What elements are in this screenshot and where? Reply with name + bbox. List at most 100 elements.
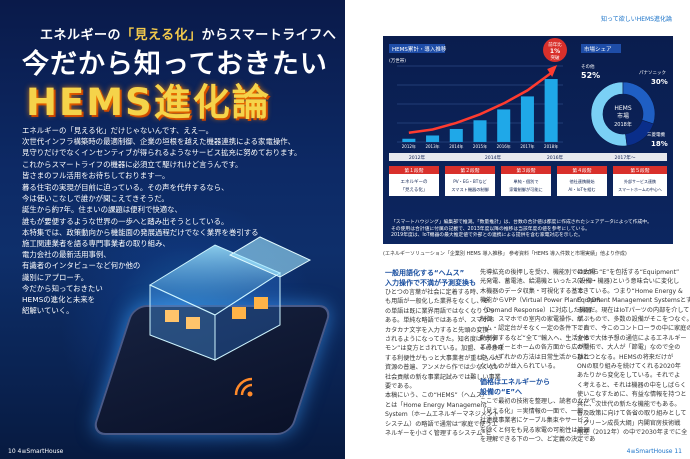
stage-body: AI・IoTを組む xyxy=(568,186,595,192)
chart-unit: (万世帯) xyxy=(389,57,406,64)
pie-slice xyxy=(590,81,628,147)
column-line: ないものが並入られている。 xyxy=(480,363,560,371)
column-line: （Demand Response）に対応した機器 xyxy=(480,306,592,314)
share-top-label: その他 xyxy=(581,63,595,70)
stage-title: 第１段階 xyxy=(404,167,423,174)
share-bottom-label: 三菱電機 xyxy=(647,131,665,138)
column-line: く考えると、それは機器の中をしばらく xyxy=(577,381,687,389)
figure-box: HEMS累計・導入推移 (万世帯) 2012年 2013年 2014年 2015年 20… xyxy=(383,36,673,244)
column-line: の開拓で、大人が「節電」なので全の xyxy=(577,344,681,352)
intro-line: 見守りだけでなくインセンティブが得られるようなサービス拡充に努めております。 xyxy=(22,148,302,158)
bar xyxy=(520,96,534,142)
intro2-line: 誕生から約7年。住まいの課題は便利で快適な、 xyxy=(22,205,182,215)
bar xyxy=(426,135,440,142)
column-line: るのだ。現在はIoTパーツの内部を介して xyxy=(577,306,690,314)
wifi-signal-icon xyxy=(234,377,253,397)
pie-slice xyxy=(625,119,654,147)
intro2-line: 暮る住宅の実現が目前に迫っている。その声を代弁するなら、 xyxy=(22,183,229,192)
pie-center-line1: HEMS xyxy=(614,105,631,112)
trend-arrow xyxy=(408,72,552,134)
column-line: や、いずれかの方法は日常生活から離れ xyxy=(480,353,590,361)
column-line: ことで、今このコントローラの中に家庭の xyxy=(577,325,690,333)
column-body: ここで最初の技術を整理し、読者のなかで 「見える化」＝実情報の一面で、一般 社連携事… xyxy=(480,397,596,444)
chart-title: HEMS累計・導入推移 xyxy=(392,45,447,53)
section-heading: 入力操作で不満が予測変換も xyxy=(385,279,476,287)
intro2-line: 有識者のインタビューなど何か他の xyxy=(22,261,141,271)
column-line: 先導拡充の後押しを受け、機能別では太陽 xyxy=(480,269,596,276)
column-line: 共に、次世代の新たな機能でもある。 xyxy=(577,400,681,408)
share-right-value: 30% xyxy=(651,78,668,86)
share-right-label: パナソニック xyxy=(639,70,666,76)
left-page-number: 10 4≡SmartHouse xyxy=(8,448,64,455)
x-tick-label: 2017年 xyxy=(520,143,534,149)
stage-body: 単純・個別で xyxy=(513,178,538,185)
chart-x-ticks: 2012年 2013年 2014年 2015年 2016年 2017年 2018年 xyxy=(402,143,558,149)
stage-title: 第２段階 xyxy=(460,167,479,174)
column-body: ひとつの言葉が社会に定着する時、 も用語が一般化した業界をなくし、そ の単語は既に業… xyxy=(385,288,504,439)
column-line: 略室（2012年）の中で2030年までに全 xyxy=(577,428,688,436)
intro2-line: 今だから知っておきたい xyxy=(22,283,103,293)
badge-value: 1% xyxy=(550,48,560,55)
right-page-number: 4≡SmartHouse 11 xyxy=(626,448,682,455)
figure-note-line: その使用は合計値に付属の記載で、2013年度以降の推移は当該年度の値を参考にして… xyxy=(391,226,590,232)
article-column-2: 先導拡充の後押しを受け、機能別では太陽 光発電、蓄電池、給湯機といったスマート 木機… xyxy=(480,268,601,445)
pie-center-line2: 市場 xyxy=(617,112,629,120)
column-line: 制御、スマホでの室内の家電操作、ゲ xyxy=(480,316,584,324)
column-line: を除くと何をも見る家電の可能性は範囲 xyxy=(480,426,590,434)
growth-badge xyxy=(543,38,567,62)
column-line: 「グリーン成長大綱」内閣官房技術戦 xyxy=(577,419,681,427)
stage-body: 家電制御が可能に xyxy=(509,186,543,193)
column-line: 社会貢献の新な事業記試みでは難しい事業 xyxy=(385,373,501,381)
left-page: エネルギーの「見える化」からスマートライフへ 今だから知っておきたい HEMS進… xyxy=(0,0,345,459)
column-line: 機能からVPP（Virtual Power Plant）やDR xyxy=(480,297,601,305)
x-tick-label: 2013年 xyxy=(425,143,439,149)
stage-body: PV・EG・BTなど xyxy=(453,178,487,184)
column-line: ここで最初の技術を整理し、読者のなかで xyxy=(480,398,596,406)
stage-title: 第５段階 xyxy=(630,167,649,174)
right-page: 知って欲しいHEMS進化論 HEMS累計・導入推移 (万世帯) 2012年 201… xyxy=(345,0,690,459)
lead-highlight: 「見える化」 xyxy=(121,28,202,43)
column-line: 動制御するなど“全て”輸入へ、生活から xyxy=(480,334,590,342)
stage-2: 第２段階 PV・EG・BTなど スマスト機器の制御 xyxy=(445,166,495,196)
era-label: 2016年 xyxy=(547,154,564,161)
column-line: 木機器のデータ収集・可視化する基本 xyxy=(480,287,584,295)
column-line: システム）の略語で通常は“家庭で使うエ xyxy=(385,420,498,428)
bar xyxy=(544,79,558,142)
column-line: 普及政策に向けて各省の取り組みとして xyxy=(577,410,687,418)
column-line: 本稿にいう、この“HEMS”（ヘムス） xyxy=(385,392,489,400)
intro2-line: 施工関連業者を語る専門事業者の取り組み、 xyxy=(22,239,170,249)
stage-title: 第３段階 xyxy=(516,167,535,174)
x-tick-label: 2014年 xyxy=(449,143,463,149)
column-line: ひとつの言葉が社会に定着する時、 xyxy=(385,289,483,296)
section-heading: 価格はエネルギーから xyxy=(480,378,550,387)
share-top-value: 52% xyxy=(581,71,600,80)
stage-body: 他社連携開始 xyxy=(569,178,595,185)
figure-note-line: 「スマートハウジング」編集部で推測。「数量推計」は、台数の合計値は都度に作成され… xyxy=(391,220,652,225)
intro-line: 皆さまのフル活用をお待ちしております—。 xyxy=(22,170,170,180)
stage-body: スマートホームの中心へ xyxy=(618,186,662,192)
lead-pre: エネルギーの xyxy=(40,28,122,43)
column-line: 結ぶもので、多数の設備がそこをつなぐ。 xyxy=(577,316,690,324)
stage-1: 第１段階 エネルギーの 「見える化」 xyxy=(389,166,439,196)
bar xyxy=(402,138,416,142)
header-tag: 知って欲しいHEMS進化論 xyxy=(601,16,672,23)
column-line: する利便性がもっと大事業者が重ね込んだ xyxy=(385,354,501,362)
column-line: 光発電、蓄電池、給湯機といったスマート xyxy=(480,278,596,286)
column-line: エネルギーとホームの各方面から広がり xyxy=(480,344,590,352)
column-line: あたりから変化をしている。それでよ xyxy=(577,372,681,380)
article-column-3: のEから“E”を包括する“Equipment” (設備・機器)という意味合いに変化… xyxy=(577,268,690,437)
column-line: 資源の普遍、アンメから作では少なくない xyxy=(385,364,501,372)
column-line: ーム・認定台がそなく一定の条件下で自 xyxy=(480,325,590,333)
stage-body: エネルギーの xyxy=(401,179,428,185)
intro2-line: 今は使いこなしで誰かが聞こえてきそうだ。 xyxy=(22,194,169,204)
bar xyxy=(497,109,511,142)
stage-title: 第４段階 xyxy=(572,167,591,174)
x-tick-label: 2012年 xyxy=(402,143,416,149)
column-line: 全体で大体予想の通信によるエネルギー xyxy=(577,334,687,342)
column-line: も用語が一般化した業界をなくし、そ xyxy=(385,298,489,306)
bar xyxy=(449,128,463,142)
house-illustration xyxy=(148,236,312,361)
pie-title: 市場シェア xyxy=(584,45,612,53)
intro2-line: 識別にアプローチ。 xyxy=(22,272,89,282)
column-line: 使いこなすために、有益な情報を持つと xyxy=(577,391,687,399)
